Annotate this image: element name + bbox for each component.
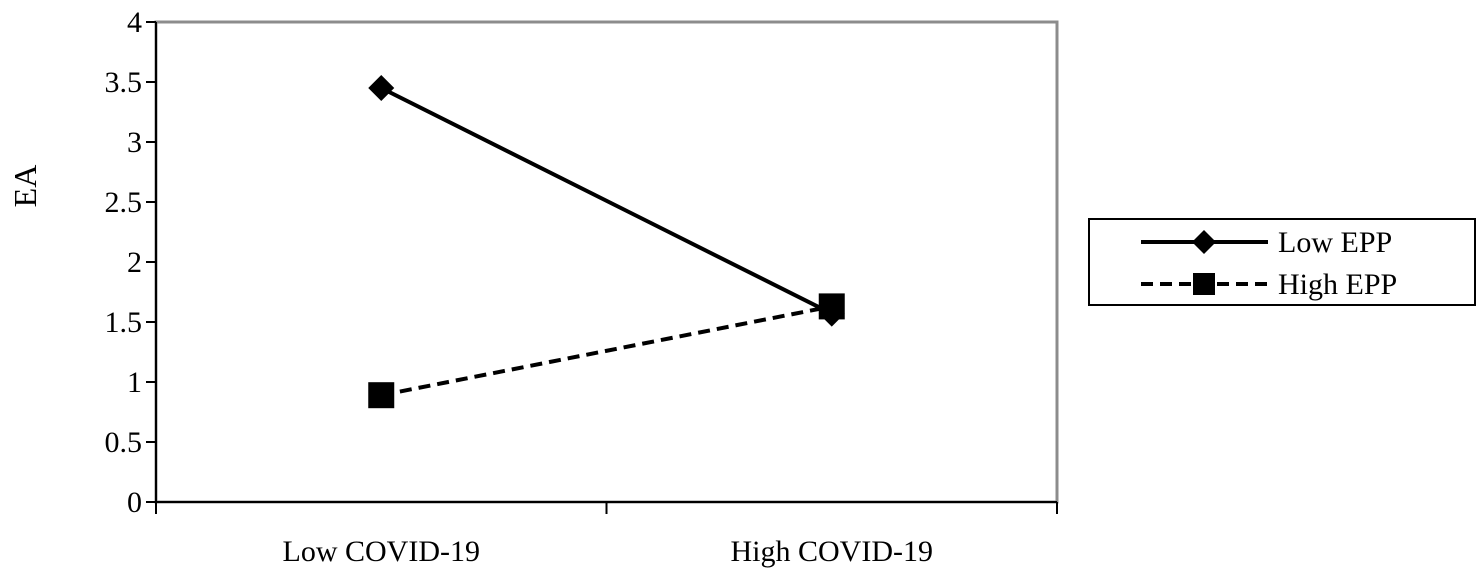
series-high-epp [368,293,845,409]
y-tick-label: 3.5 [105,66,143,99]
legend-box [1088,218,1476,306]
square-marker [368,382,395,409]
legend-label: Low EPP [1278,226,1392,259]
legend-item: Low EPP [1141,226,1392,259]
legend: Low EPP High EPP [1088,218,1476,306]
y-tick-label: 3 [127,126,142,159]
legend-square-marker [1193,273,1215,295]
legend-item: High EPP [1141,268,1397,301]
diamond-marker [368,75,395,101]
y-tick-label: 0 [127,486,142,519]
square-marker [818,293,845,320]
y-tick-label: 2.5 [105,186,143,219]
series-line [380,86,833,316]
legend-label: High EPP [1278,268,1397,301]
y-axis-ticks: 0 0.5 1 1.5 2 2.5 3 3.5 4 [105,6,156,519]
plot-area [154,20,1059,504]
x-tick-label: High COVID-19 [731,535,934,568]
y-tick-label: 4 [127,6,142,39]
y-tick-label: 1 [127,366,142,399]
x-tick-label: Low COVID-19 [283,535,480,568]
series-group [368,75,845,409]
series-line [380,304,833,398]
legend-items: Low EPP High EPP [1141,226,1397,301]
x-axis-ticks: Low COVID-19 High COVID-19 [155,502,1058,568]
y-tick-label: 1.5 [105,306,143,339]
y-tick-label: 2 [127,246,142,279]
legend-diamond-marker [1192,230,1216,254]
y-axis-title: EA [7,165,43,208]
y-tick-label: 0.5 [105,426,143,459]
